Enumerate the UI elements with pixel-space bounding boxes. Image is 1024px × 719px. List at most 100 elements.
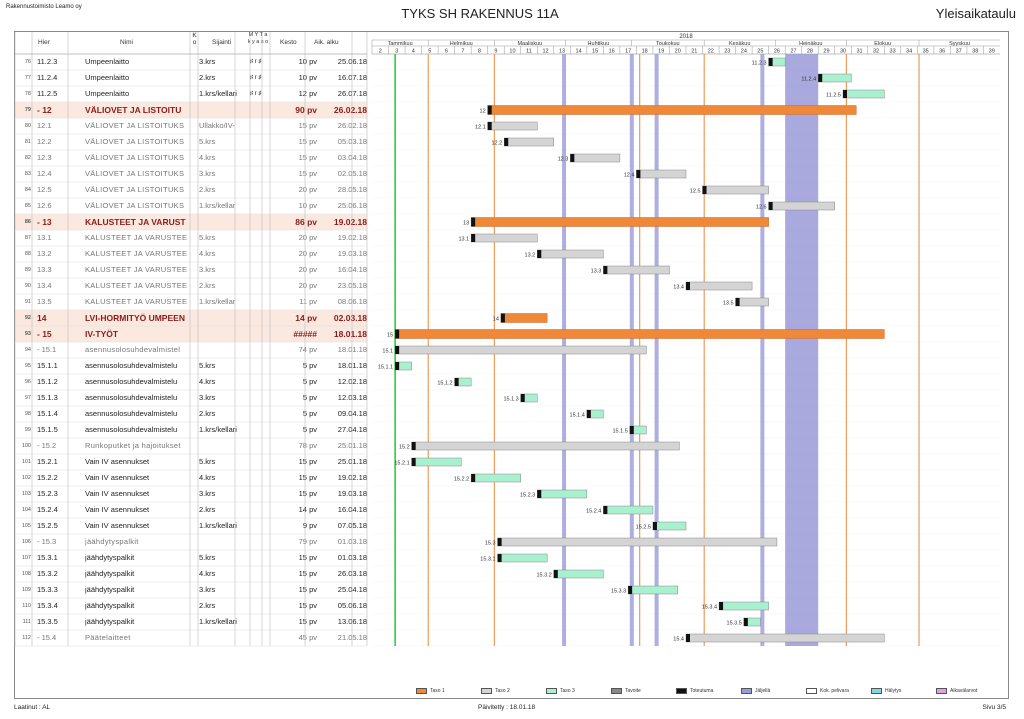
row-number: 78 [24, 91, 31, 97]
table-row[interactable]: 111 15.3.5 jäähdytyspalkit 1.krs/kellari 15 … [15, 614, 367, 630]
footer-author: Laatinut : AL [14, 704, 51, 711]
row-number: 97 [24, 395, 31, 401]
task-location: 2.krs [199, 505, 216, 514]
gantt-bar [470, 217, 769, 227]
task-name: jäähdytyspalkit [85, 569, 135, 578]
timeline-year: 2018 [679, 34, 693, 40]
table-row[interactable]: 80 12.1 VÄLIOVET JA LISTOITUKS Ullakko/IV- 1… [15, 118, 367, 134]
task-start: 19.03.18 [337, 489, 367, 498]
table-row[interactable]: 102 15.2.2 Vain IV asennukset 4.krs 15 pv 19.… [15, 470, 367, 486]
legend-label: Jäljellä [755, 688, 771, 694]
table-row[interactable]: 92 14 LVI-HORMITYÖ UMPEEN 14 pv 02.03.18 [15, 310, 367, 326]
table-row[interactable]: 91 13.5 KALUSTEET JA VARUSTEE 1.krs/kellar 1… [15, 294, 367, 310]
table-row[interactable]: 84 12.5 VÄLIOVET JA LISTOITUKS 2.krs 20 pv 28… [15, 182, 367, 198]
table-row[interactable]: 77 11.2.4 Umpeenlaitto 2.krs ♯ r ♯ 10 pv 16.07… [15, 70, 367, 86]
table-row[interactable]: 96 15.1.2 asennusolosuhdevalmistelu 4.krs 5 … [15, 374, 367, 390]
week-label: 2 [379, 49, 382, 55]
gantt-bar-start-marker [686, 282, 690, 290]
gantt-bar-start-marker [743, 618, 748, 626]
task-start: 16.07.18 [337, 73, 367, 82]
task-hier: 15.3.5 [37, 617, 58, 626]
task-hier: 12.2 [37, 137, 52, 146]
task-duration: 15 pv [298, 553, 317, 562]
table-row[interactable]: 105 15.2.5 Vain IV asennukset 1.krs/kellari… [15, 518, 367, 534]
table-row[interactable]: 101 15.2.1 Vain IV asennukset 5.krs 15 pv 25.… [15, 454, 367, 470]
week-label: 10 [509, 49, 515, 55]
row-number: 103 [21, 491, 31, 497]
gantt-bar-label: 15.2.2 [454, 477, 469, 483]
row-number: 90 [24, 283, 31, 289]
task-duration: 11 pv [299, 297, 317, 306]
task-start: 21.05.18 [337, 633, 367, 642]
gantt-bar-label: 15.1.3 [503, 397, 518, 403]
table-row[interactable]: 97 15.1.3 asennusolosuhdevalmistelu 3.krs 5 … [15, 390, 367, 406]
gantt-bar-label: 15.3.3 [611, 589, 626, 595]
week-label: 4 [412, 49, 415, 55]
gantt-bar [470, 473, 521, 483]
table-row[interactable]: 99 15.1.5 asennusolosuhdevalmistelu 1.krs/k… [15, 422, 367, 438]
gantt-bar [603, 265, 670, 275]
gantt-bar-label: 13.5 [723, 301, 734, 307]
gantt-bar [411, 441, 680, 451]
table-row[interactable]: 90 13.4 KALUSTEET JA VARUSTEE 2.krs 20 pv 23.… [15, 278, 367, 294]
table-row[interactable]: 82 12.3 VÄLIOVET JA LISTOITUKS 4.krs 15 pv 03… [15, 150, 367, 166]
table-row[interactable]: 107 15.3.1 jäähdytyspalkit 5.krs 15 pv 01.03.… [15, 550, 367, 566]
row-number: 85 [24, 203, 31, 209]
task-name: Vain IV asennukset [85, 489, 150, 498]
task-start: 18.01.18 [333, 329, 367, 339]
table-row[interactable]: 103 15.2.3 Vain IV asennukset 3.krs 15 pv 19.… [15, 486, 367, 502]
row-number: 108 [21, 571, 31, 577]
task-duration: 15 pv [298, 585, 317, 594]
table-row[interactable]: 98 15.1.4 asennusolosuhdevalmistelu 2.krs 5 … [15, 406, 367, 422]
task-hier: 12.4 [37, 169, 52, 178]
table-row[interactable]: 95 15.1.1 asennusolosuhdevalmistelu 5.krs 5 … [15, 358, 367, 374]
task-hier: 11.2.3 [37, 57, 58, 66]
table-row[interactable]: 78 11.2.5 Umpeenlaitto 1.krs/kellari ♯ r ♯ 12… [15, 86, 367, 102]
row-number: 98 [24, 411, 31, 417]
task-name: IV-TYÖT [85, 329, 119, 339]
task-location: 4.krs [199, 153, 216, 162]
week-label: 23 [724, 49, 730, 55]
gantt-bar-label: 15.1 [382, 349, 393, 355]
gantt-bar-start-marker [500, 313, 505, 323]
task-location: 4.krs [199, 249, 216, 258]
task-hier: 15.1.2 [37, 377, 58, 386]
task-name: VÄLIOVET JA LISTOITUKS [85, 153, 185, 162]
task-hier: - 15.1 [37, 345, 57, 354]
task-location: 1.krs/kellari [199, 425, 237, 434]
legend-label: Hälytys [885, 688, 902, 694]
gantt-bar-label: 15.1.5 [613, 429, 628, 435]
table-row[interactable]: 109 15.3.3 jäähdytyspalkit 3.krs 15 pv 25.04.… [15, 582, 367, 598]
table-row[interactable]: 88 13.2 KALUSTEET JA VARUSTEE 4.krs 20 pv 19.… [15, 246, 367, 262]
week-label: 20 [675, 49, 681, 55]
table-row[interactable]: 81 12.2 VÄLIOVET JA LISTOITUKS 5.krs 15 pv 05… [15, 134, 367, 150]
task-hier: 11.2.5 [37, 89, 58, 98]
gantt-bar-start-marker [686, 634, 690, 642]
gantt-bar-start-marker [628, 586, 633, 594]
table-row[interactable]: 100 - 15.2 Runkoputket ja hajoitukset 78 pv… [15, 438, 367, 454]
legend-item: Kok. pelivara [806, 688, 849, 694]
table-row[interactable]: 94 - 15.1 asennusolosuhdevalmistel 74 pv 18.… [15, 342, 367, 358]
table-row[interactable]: 85 12.6 VÄLIOVET JA LISTOITUKS 1.krs/kellar… [15, 198, 367, 214]
table-row[interactable]: 79 - 12 VÄLIOVET JA LISTOITU 90 pv 26.02.18 [15, 102, 367, 118]
table-row[interactable]: 108 15.3.2 jäähdytyspalkit 4.krs 15 pv 26.03.… [15, 566, 367, 582]
task-name: Vain IV asennukset [85, 457, 150, 466]
table-row[interactable]: 104 15.2.4 Vain IV asennukset 2.krs 14 pv 16.… [15, 502, 367, 518]
table-row[interactable]: 83 12.4 VÄLIOVET JA LISTOITUKS 3.krs 15 pv 02… [15, 166, 367, 182]
task-duration: 78 pv [298, 441, 317, 450]
table-row[interactable]: 106 - 15.3 jäähdytyspalkit 79 pv 01.03.18 [15, 534, 367, 550]
row-number: 105 [21, 523, 31, 529]
task-name: VÄLIOVET JA LISTOITUKS [85, 169, 185, 178]
legend-item: Taso 3 [546, 688, 575, 694]
table-row[interactable]: 89 13.3 KALUSTEET JA VARUSTEE 3.krs 20 pv 16.… [15, 262, 367, 278]
table-row[interactable]: 87 13.1 KALUSTEET JA VARUSTEE 5.krs 20 pv 19.… [15, 230, 367, 246]
table-row[interactable]: 86 - 13 KALUSTEET JA VARUST 86 pv 19.02.18 [15, 214, 367, 230]
table-row[interactable]: 76 11.2.3 Umpeenlaitto 3.krs ♯ r ♯ 10 pv 25.06… [15, 54, 367, 70]
table-row[interactable]: 112 - 15.4 Päätelaitteet 45 pv 21.05.18 [15, 630, 367, 646]
task-hier: 12.1 [37, 121, 52, 130]
task-start: 12.02.18 [337, 377, 367, 386]
task-location: 3.krs [199, 489, 216, 498]
legend-label: Taso 3 [560, 688, 575, 694]
table-row[interactable]: 110 15.3.4 jäähdytyspalkit 2.krs 15 pv 05.06.… [15, 598, 367, 614]
